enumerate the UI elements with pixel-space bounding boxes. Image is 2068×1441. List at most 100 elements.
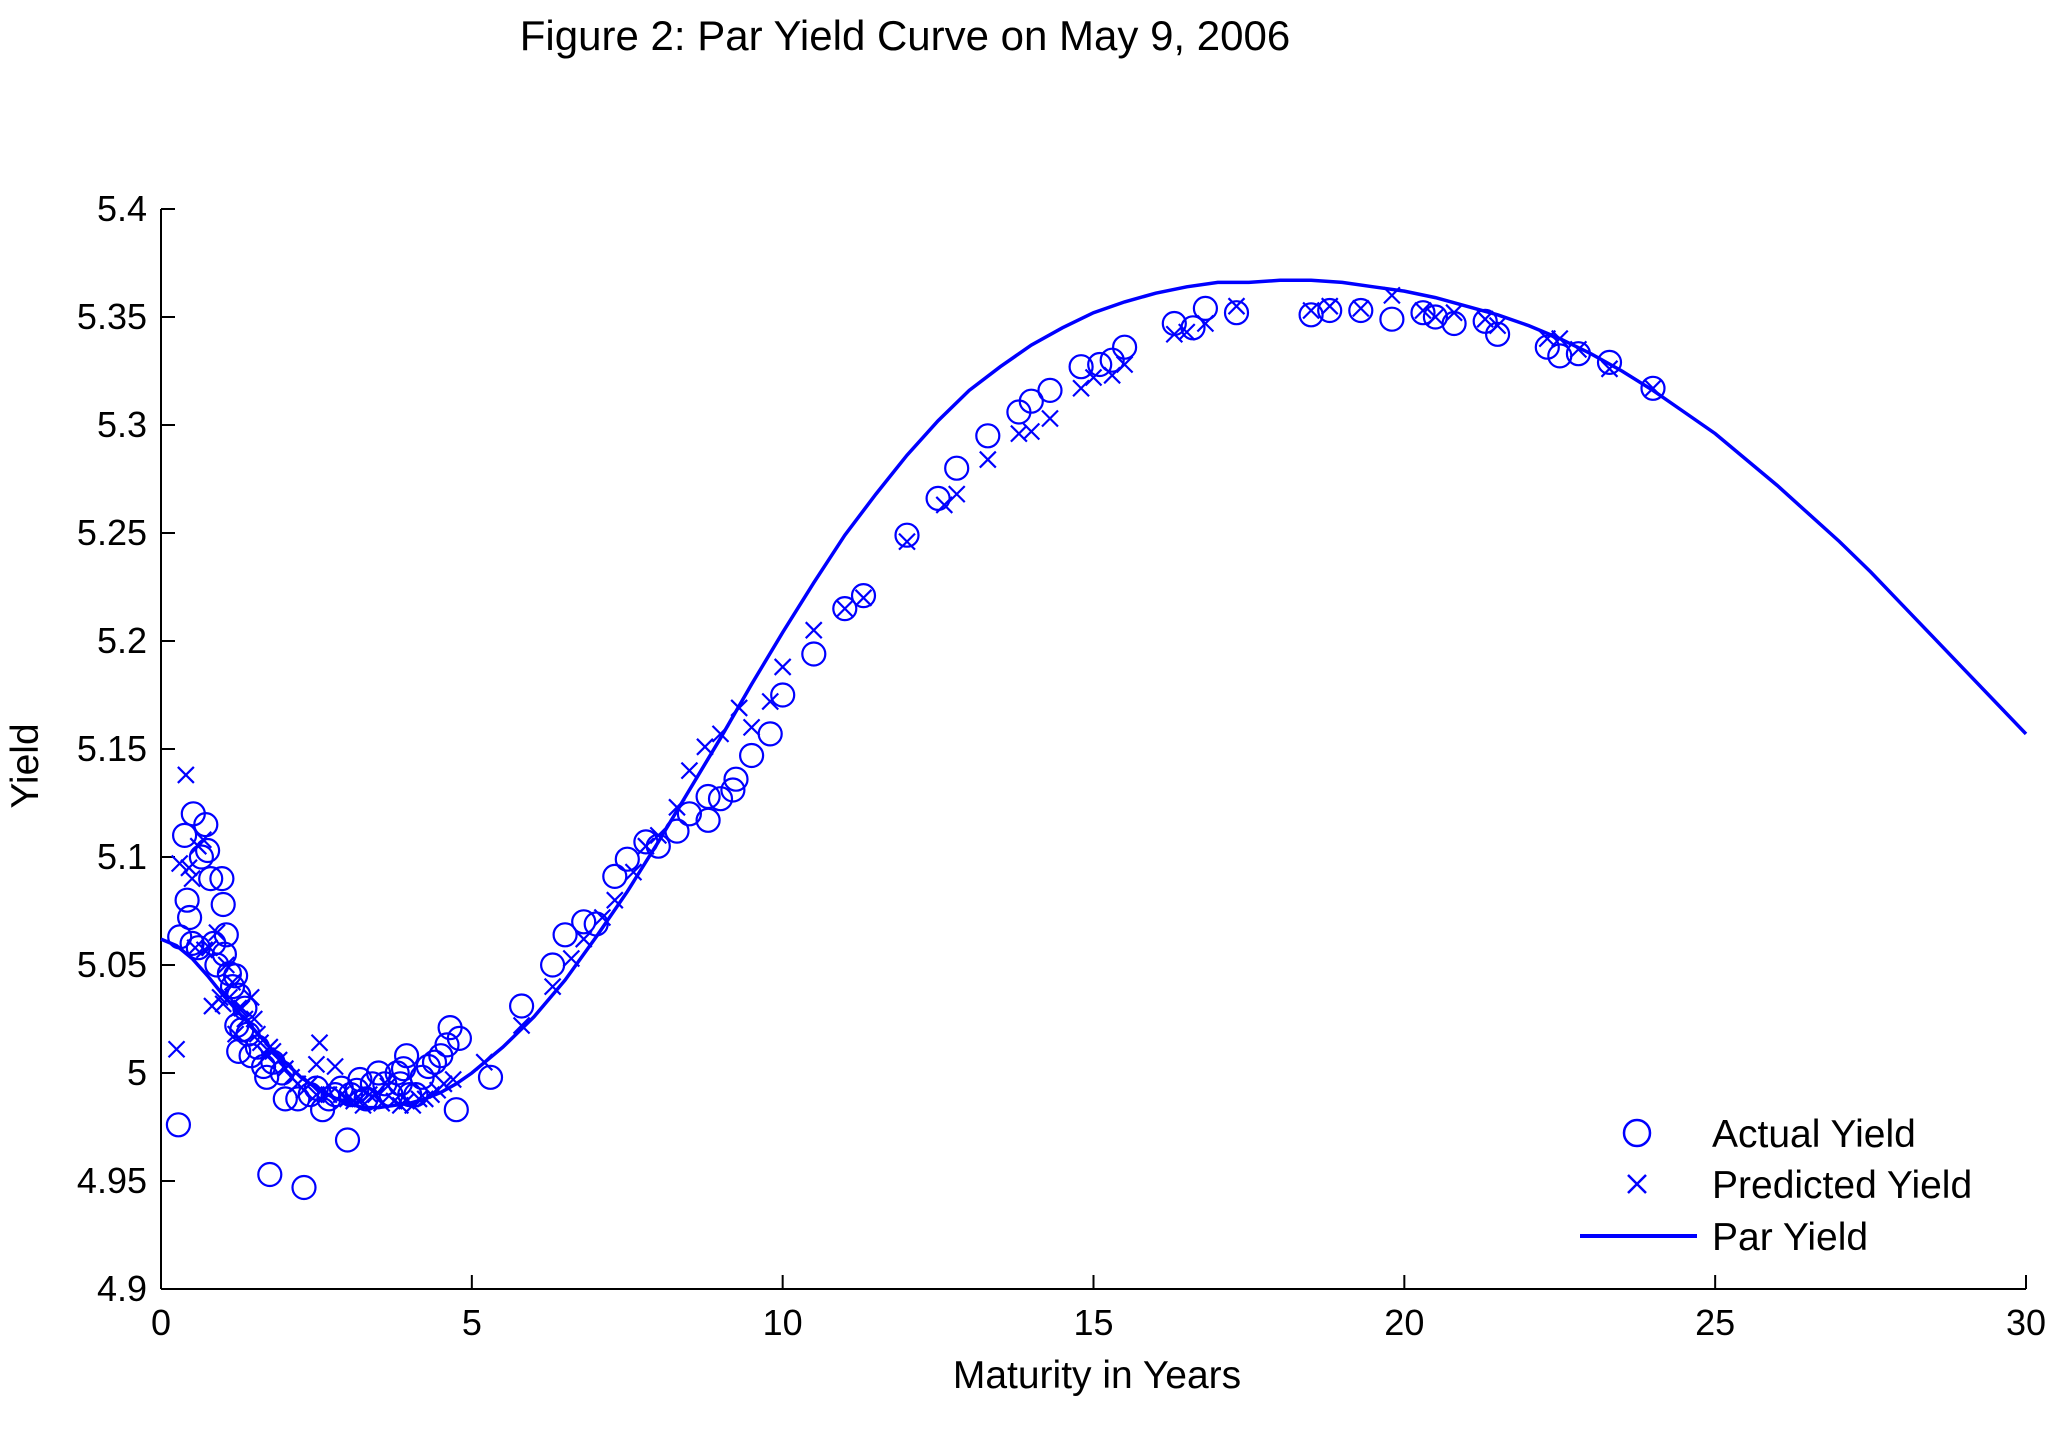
y-axis-label: Yield	[4, 723, 47, 808]
actual-yield-point	[571, 909, 597, 935]
predicted-yield-point	[180, 859, 198, 877]
predicted-yield-point	[177, 766, 195, 784]
actual-yield-point	[1111, 334, 1138, 360]
predicted-yield-point	[1302, 301, 1320, 320]
actual-yield-point	[174, 887, 200, 913]
predicted-yield-point	[1177, 323, 1196, 341]
plot-area	[160, 278, 2028, 1201]
legend: Actual Yield Predicted Yield Par Yield	[1580, 1113, 1972, 1259]
predicted-yield-point	[307, 1055, 326, 1074]
predicted-yield-point	[742, 718, 761, 737]
actual-yield-point	[165, 1112, 191, 1138]
actual-yield-point	[1410, 300, 1436, 326]
actual-yield-point	[975, 423, 1001, 449]
predicted-yield-point	[1103, 366, 1121, 385]
actual-yield-point	[195, 837, 221, 864]
predicted-yield-point	[624, 863, 643, 881]
actual-yield-point	[695, 783, 721, 810]
predicted-yield-point	[170, 854, 189, 873]
actual-yield-point	[257, 1161, 283, 1188]
predicted-yield-point	[167, 1040, 186, 1059]
actual-yield-point	[1596, 349, 1623, 375]
predicted-yield-point	[761, 692, 780, 711]
actual-yield-point	[446, 1025, 472, 1052]
series-actual-yield	[165, 295, 1666, 1201]
predicted-yield-point	[242, 988, 260, 1007]
actual-yield-point	[177, 904, 203, 931]
predicted-yield-point	[854, 589, 873, 607]
predicted-yield-point	[898, 532, 916, 551]
predicted-yield-point	[223, 973, 242, 992]
actual-yield-point	[508, 993, 535, 1019]
legend-label-actual-yield: Actual Yield	[1712, 1113, 1916, 1156]
predicted-yield-point	[1538, 329, 1557, 348]
predicted-yield-point	[1445, 303, 1463, 322]
y-tick-label: 5.35	[77, 296, 147, 337]
actual-yield-point	[219, 973, 246, 1000]
actual-yield-point	[676, 801, 703, 827]
actual-yield-point	[1348, 297, 1374, 324]
legend-predicted-yield: Predicted Yield	[1627, 1164, 1972, 1207]
actual-yield-point	[347, 1066, 373, 1093]
predicted-yield-point	[226, 1025, 245, 1043]
actual-yield-point	[1037, 377, 1063, 403]
series-par-yield	[160, 278, 2028, 1110]
legend-label-predicted-yield: Predicted Yield	[1712, 1164, 1972, 1207]
actual-yield-point	[1317, 297, 1343, 324]
actual-yield-point	[614, 846, 640, 872]
y-tick-label: 5.4	[97, 188, 147, 229]
actual-yield-point	[720, 777, 746, 803]
y-tick-label: 5.3	[97, 404, 147, 445]
actual-yield-point	[707, 786, 734, 812]
y-tick-label: 5.15	[77, 728, 147, 769]
actual-yield-point	[770, 682, 796, 708]
actual-yield-point	[1018, 388, 1044, 414]
axes: 0 5 10 15 20 25 30 4.9 4.95 5 5.05 5.1 5.15 5.2 5.25 5.…	[77, 188, 2046, 1343]
actual-yield-point	[403, 1081, 429, 1108]
actual-yield-point	[1379, 306, 1405, 332]
x-tick-label: 0	[151, 1302, 171, 1343]
predicted-yield-point	[606, 891, 624, 909]
y-tick-label: 5.1	[97, 836, 147, 877]
predicted-yield-point	[1600, 360, 1619, 378]
x-tick-label: 25	[1695, 1302, 1735, 1343]
predicted-yield-point	[251, 1033, 270, 1052]
predicted-yield-point	[1022, 422, 1041, 441]
predicted-yield-point	[1227, 297, 1246, 315]
legend-par-yield: Par Yield	[1580, 1216, 1868, 1259]
legend-label-par-yield: Par Yield	[1712, 1216, 1868, 1259]
actual-yield-point	[723, 766, 749, 792]
predicted-yield-point	[326, 1057, 344, 1076]
actual-yield-point	[1640, 375, 1666, 401]
predicted-yield-point	[208, 923, 226, 942]
actual-yield-point	[477, 1064, 504, 1090]
actual-yield-point	[285, 1086, 311, 1112]
actual-yield-point	[172, 822, 198, 849]
predicted-yield-point	[217, 956, 236, 974]
predicted-yield-point	[276, 1059, 295, 1078]
actual-yield-point	[832, 595, 858, 622]
actual-yield-point	[1087, 351, 1113, 378]
actual-yield-point	[894, 522, 920, 548]
chart-title: Figure 2: Par Yield Curve on May 9, 2006	[520, 12, 1290, 59]
actual-yield-point	[850, 582, 877, 609]
actual-yield-point	[434, 1032, 460, 1058]
predicted-yield-point	[229, 999, 248, 1017]
legend-circle-marker	[1622, 1118, 1652, 1148]
predicted-yield-point	[543, 977, 562, 996]
actual-yield-point	[338, 1081, 364, 1108]
predicted-yield-point	[183, 869, 201, 888]
actual-yield-point	[421, 1049, 448, 1075]
predicted-yield-point	[195, 941, 214, 959]
y-tick-label: 4.9	[97, 1268, 147, 1309]
predicted-yield-point	[947, 485, 966, 503]
legend-x-marker	[1627, 1174, 1647, 1194]
actual-yield-point	[394, 1043, 420, 1069]
y-tick-label: 5.2	[97, 620, 147, 661]
actual-yield-point	[738, 742, 765, 769]
predicted-yield-point	[1041, 409, 1059, 428]
predicted-yield-point	[1072, 379, 1090, 398]
actual-yield-point	[801, 641, 827, 667]
predicted-yield-point	[1320, 297, 1339, 315]
